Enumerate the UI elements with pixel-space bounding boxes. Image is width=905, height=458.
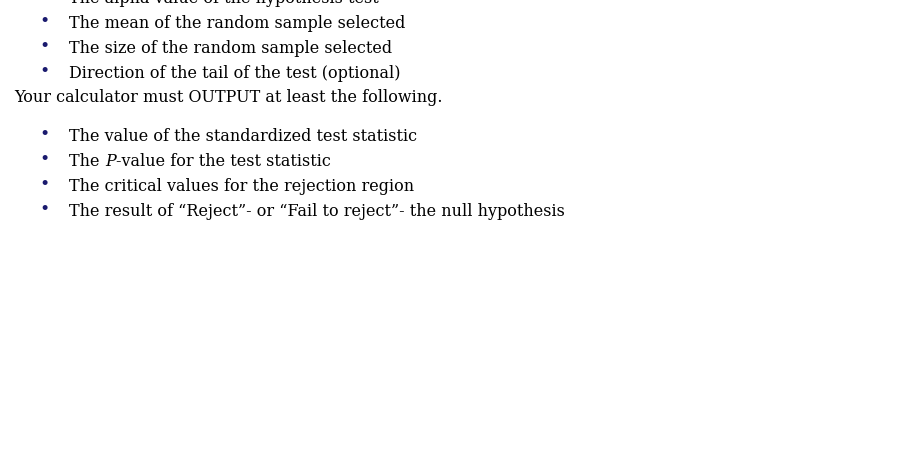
- Text: •: •: [39, 38, 49, 55]
- Text: Direction of the tail of the test (optional): Direction of the tail of the test (optio…: [70, 65, 401, 82]
- Text: •: •: [39, 201, 49, 218]
- Text: Your calculator must OUTPUT at least the following.: Your calculator must OUTPUT at least the…: [14, 89, 443, 106]
- Text: P: P: [105, 153, 116, 170]
- Text: The value of the standardized test statistic: The value of the standardized test stati…: [70, 128, 417, 145]
- Text: •: •: [39, 151, 49, 168]
- Text: •: •: [39, 63, 49, 80]
- Text: •: •: [39, 13, 49, 30]
- Text: The size of the random sample selected: The size of the random sample selected: [70, 40, 393, 57]
- Text: •: •: [39, 126, 49, 143]
- Text: The critical values for the rejection region: The critical values for the rejection re…: [70, 178, 414, 195]
- Text: The alpha value of the hypothesis test: The alpha value of the hypothesis test: [70, 0, 379, 7]
- Text: The result of “Reject”- or “Fail to reject”- the null hypothesis: The result of “Reject”- or “Fail to reje…: [70, 203, 566, 220]
- Text: The: The: [70, 153, 105, 170]
- Text: -value for the test statistic: -value for the test statistic: [116, 153, 330, 170]
- Text: The mean of the random sample selected: The mean of the random sample selected: [70, 15, 405, 32]
- Text: •: •: [39, 176, 49, 193]
- Text: •: •: [39, 0, 49, 5]
